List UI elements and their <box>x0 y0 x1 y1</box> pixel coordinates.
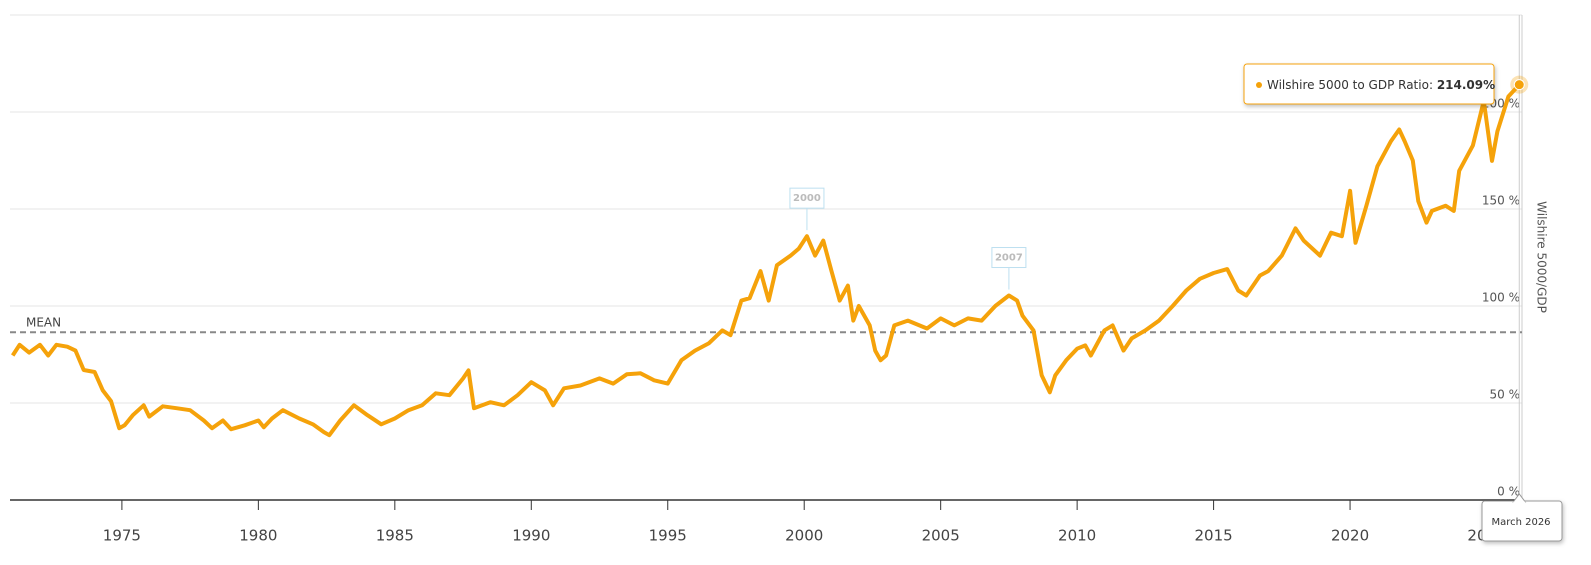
y-tick-label: 150 % <box>1482 194 1520 208</box>
tooltip-box <box>1243 63 1495 105</box>
date-notch-cover <box>1513 501 1526 504</box>
tooltip-text: Wilshire 5000 to GDP Ratio: 214.09% <box>1267 78 1495 92</box>
y-axis-title: Wilshire 5000/GDP <box>1535 201 1549 313</box>
x-tick-label: 2015 <box>1195 527 1233 545</box>
x-tick-label: 2010 <box>1058 527 1096 545</box>
data-line <box>11 83 1521 438</box>
x-tick-label: 1980 <box>239 527 277 545</box>
y-tick-label: 0 % <box>1497 485 1520 499</box>
flag-box <box>991 247 1027 269</box>
tooltip-label: Wilshire 5000 to GDP Ratio: <box>1267 78 1433 92</box>
x-tick-label: 2020 <box>1331 527 1369 545</box>
x-tick-label: 1975 <box>103 527 141 545</box>
hover-point <box>1513 79 1525 91</box>
flag-label: 2000 <box>793 193 821 204</box>
date-label: March 2026 <box>1491 517 1550 528</box>
mean-label: MEAN <box>26 316 61 330</box>
x-tick-label: 2000 <box>785 527 823 545</box>
flag-label: 2007 <box>995 253 1023 264</box>
tooltip-dot <box>1256 82 1262 88</box>
y-tick-label: 100 % <box>1482 291 1520 305</box>
x-tick-label: 1985 <box>376 527 414 545</box>
flag-box <box>789 187 825 209</box>
x-tick-label: 1990 <box>512 527 550 545</box>
x-tick-label: 1995 <box>649 527 687 545</box>
x-tick-label: 2005 <box>922 527 960 545</box>
tooltip-value: 214.09% <box>1437 78 1495 92</box>
y-tick-label: 50 % <box>1490 388 1521 402</box>
